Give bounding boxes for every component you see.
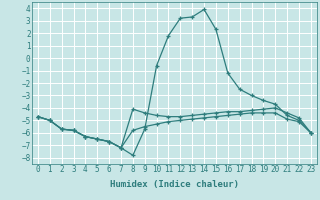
X-axis label: Humidex (Indice chaleur): Humidex (Indice chaleur) xyxy=(110,180,239,189)
